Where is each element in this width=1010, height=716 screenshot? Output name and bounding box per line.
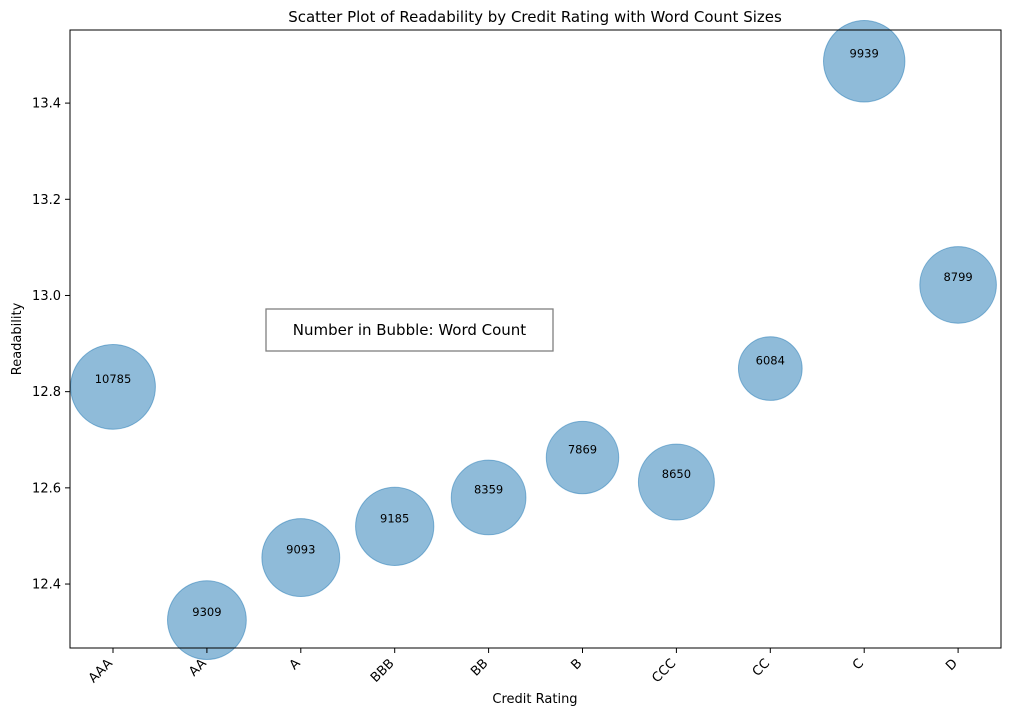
x-tick-label: D [943,656,961,674]
y-tick-label: 12.6 [32,481,61,496]
y-tick-label: 12.4 [32,578,61,593]
bubble-point [737,336,803,401]
y-tick-label: 13.0 [32,289,61,304]
y-tick-label: 12.8 [32,385,61,400]
bubble-layer [70,20,997,660]
bubble-word-count-label: 9093 [286,543,315,557]
x-tick-label: CCC [649,656,679,686]
plot-frame [69,29,1002,649]
bubble-point [637,443,715,521]
x-tick-label: BB [468,656,491,679]
bubble-point [545,420,620,495]
bubble-word-count-label: 9939 [850,46,879,60]
annotation-text: Number in Bubble: Word Count [293,321,527,339]
bubble-word-count-label: 9309 [192,605,221,619]
bubble-point [822,20,906,103]
bubble-word-count-label: 9185 [380,511,409,525]
x-tick-label: CC [750,656,773,679]
chart-title: Scatter Plot of Readability by Credit Ra… [288,8,782,26]
x-tick-label: AAA [86,656,116,686]
bubble-point [70,343,156,430]
bubble-word-count-label: 6084 [756,354,785,368]
bubble-word-count-label: 10785 [95,372,132,386]
x-tick-label: A [287,656,304,673]
y-tick-label: 13.4 [32,97,61,112]
bubble-point [261,518,341,598]
bubble-point [450,459,527,536]
bubble-word-count-label: 8359 [474,482,503,496]
x-tick-label: C [850,656,867,673]
x-axis-title: Credit Rating [492,692,577,707]
bubble-label-layer: 10785 9309 9093 9185 8359 7869 8650 6084 9939 879… [95,46,973,619]
bubble-point [919,246,997,324]
annotation-box: Number in Bubble: Word Count [265,308,554,352]
bubble-point [355,486,435,566]
y-axis: 12.4 12.6 12.8 13.0 13.2 13.4 [32,97,70,593]
bubble-word-count-label: 7869 [568,443,597,457]
x-tick-label: BBB [368,656,398,686]
bubble-word-count-label: 8799 [943,270,972,284]
bubble-word-count-label: 8650 [662,467,691,481]
x-tick-label: B [568,656,585,673]
bubble-point [167,580,247,660]
y-tick-label: 13.2 [32,193,61,208]
y-axis-title: Readability [10,302,25,375]
